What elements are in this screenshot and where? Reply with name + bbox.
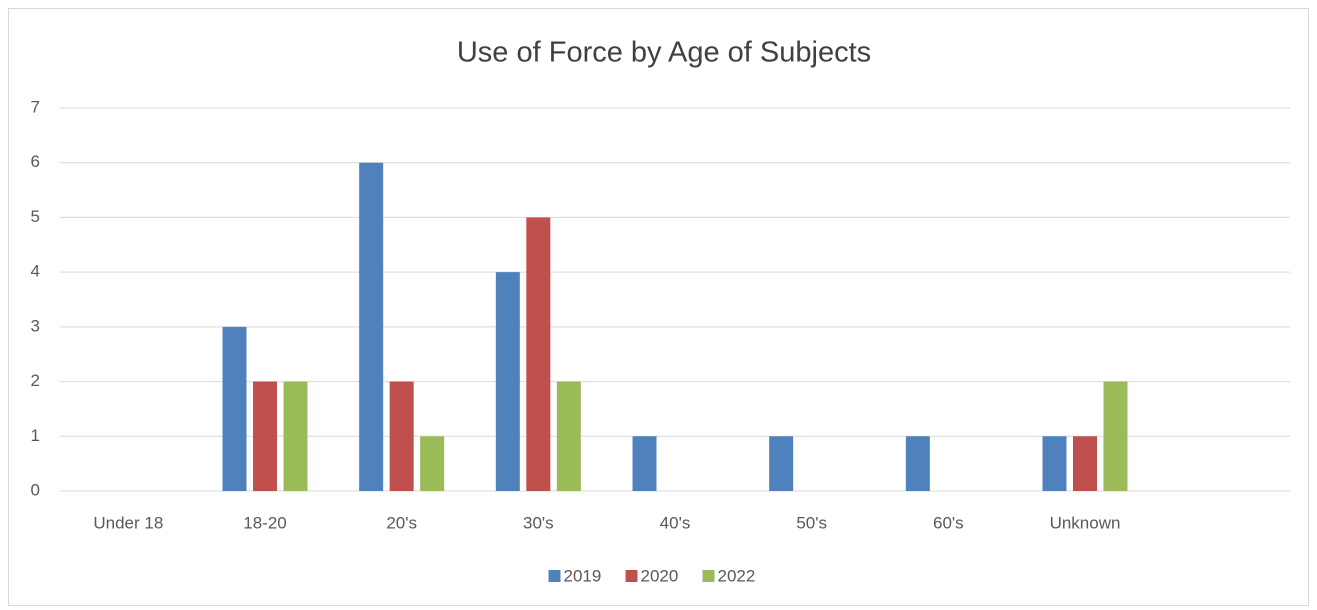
x-tick-label: 40's: [660, 513, 691, 532]
bar: [389, 381, 414, 491]
bar: [1042, 436, 1067, 491]
legend-label: 2022: [718, 566, 756, 585]
legend-swatch: [702, 570, 715, 582]
legend-swatch: [548, 570, 561, 582]
bar: [283, 381, 308, 491]
y-tick-label: 6: [31, 152, 40, 171]
y-tick-label: 2: [31, 371, 40, 390]
y-tick-label: 5: [31, 207, 40, 226]
y-tick-label: 4: [31, 262, 40, 281]
y-tick-label: 0: [31, 480, 40, 499]
bar: [905, 436, 930, 491]
y-tick-label: 1: [31, 426, 40, 445]
x-tick-label: 20's: [386, 513, 417, 532]
x-tick-label: Under 18: [93, 513, 163, 532]
legend-swatch: [625, 570, 638, 582]
x-tick-label: 30's: [523, 513, 554, 532]
chart-title: Use of Force by Age of Subjects: [457, 37, 871, 69]
bar: [1073, 436, 1097, 491]
legend-label: 2020: [641, 566, 679, 585]
bar: [769, 436, 794, 491]
bar: [359, 162, 384, 491]
y-tick-label: 7: [31, 97, 40, 116]
bar: [420, 436, 445, 491]
bar: [222, 326, 247, 491]
bar: [253, 381, 277, 491]
x-tick-label: 60's: [933, 513, 964, 532]
x-tick-label: 50's: [796, 513, 827, 532]
bar: [526, 217, 551, 491]
y-tick-label: 3: [31, 316, 40, 335]
x-tick-label: Unknown: [1050, 513, 1121, 532]
bar: [1103, 381, 1128, 491]
bar: [632, 436, 657, 491]
legend-label: 2019: [564, 566, 602, 585]
bar: [556, 381, 581, 491]
bar: [495, 272, 520, 491]
x-tick-label: 18-20: [243, 513, 286, 532]
